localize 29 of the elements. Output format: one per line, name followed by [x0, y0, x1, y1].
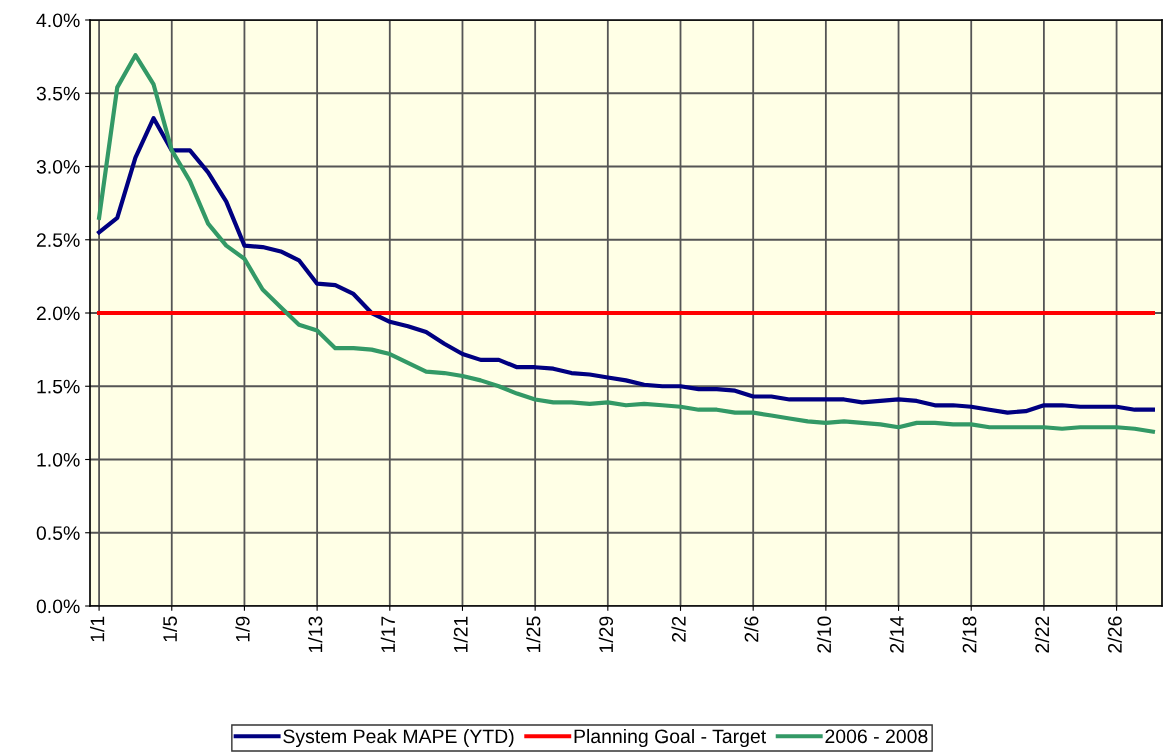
x-tick-label: 1/1 [90, 616, 105, 642]
y-tick-label: 0.0% [36, 599, 80, 614]
line-series [96, 53, 1156, 434]
x-tick-label: 1/21 [453, 616, 468, 653]
y-tick-label: 4.0% [36, 13, 80, 28]
x-tick-label: 2/2 [671, 616, 686, 642]
legend-label: System Peak MAPE (YTD) [283, 728, 514, 748]
x-tick-label: 1/25 [526, 616, 541, 653]
y-tick-label: 3.0% [36, 159, 80, 174]
x-tick-label: 2/6 [744, 616, 759, 642]
y-tick-label: 1.5% [37, 379, 80, 394]
legend-label: 2006 - 2008 [825, 729, 928, 744]
line-series [96, 116, 1156, 415]
x-tick-label: 1/13 [308, 616, 323, 653]
legend-label: Planning Goal - Target [574, 728, 767, 748]
y-tick-label: 3.5% [36, 86, 80, 101]
y-tick-label: 0.5% [36, 526, 80, 540]
x-tick-label: 1/17 [380, 616, 396, 653]
x-tick-label: 1/5 [162, 616, 177, 642]
y-tick-label: 2.0% [36, 306, 80, 321]
x-tick-label: 2/10 [816, 616, 832, 653]
y-tick-label: 1.0% [37, 452, 80, 467]
x-tick-label: 2/22 [1034, 616, 1050, 653]
x-tick-label: 2/18 [962, 616, 977, 653]
x-tick-label: 1/9 [235, 616, 250, 642]
x-tick-label: 2/26 [1107, 616, 1122, 653]
x-tick-label: 1/29 [598, 616, 614, 653]
x-tick-label: 2/14 [889, 616, 904, 653]
y-tick-label: 2.5% [36, 233, 80, 247]
